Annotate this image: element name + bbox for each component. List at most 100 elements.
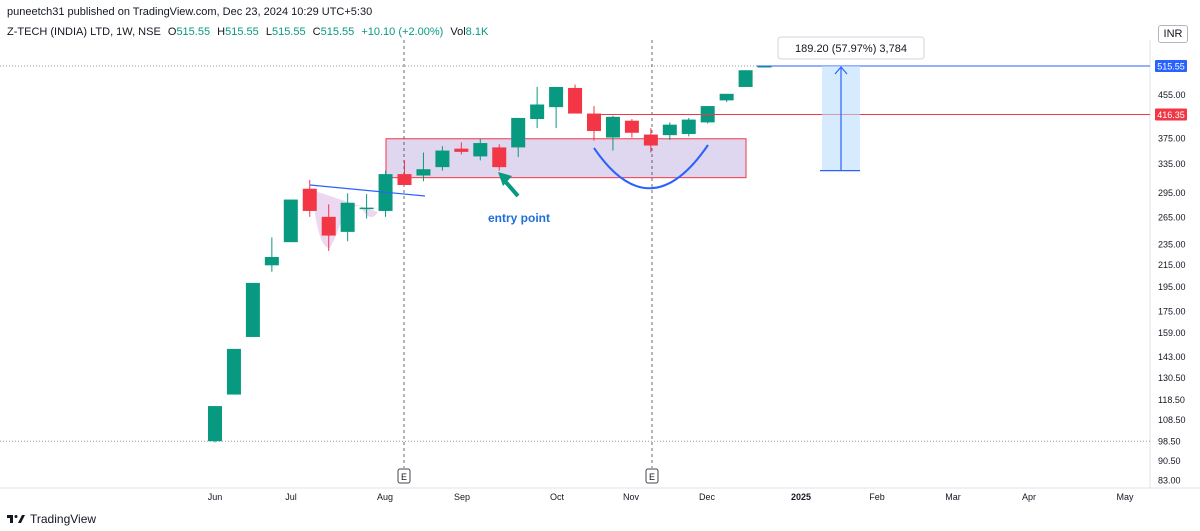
- entry-arrow-shaft: [502, 178, 520, 198]
- y-tick-label: 295.00: [1158, 188, 1186, 198]
- volume-value: 8.1K: [465, 26, 489, 38]
- y-tick-label: 215.00: [1158, 260, 1186, 270]
- earnings-marker-box: [645, 468, 659, 484]
- candle: [530, 86, 545, 129]
- y-tick-label: 455.00: [1158, 90, 1186, 100]
- y-tick-label: 83.00: [1158, 476, 1181, 486]
- candle-body: [624, 120, 639, 133]
- candle: [245, 282, 260, 337]
- candle: [435, 146, 450, 171]
- price-tag-label: 416.35: [1157, 110, 1185, 120]
- publisher-line: puneetch31 published on TradingView.com,…: [7, 6, 373, 18]
- candle-body: [511, 117, 526, 148]
- candle: [643, 128, 658, 153]
- candle-body: [302, 188, 317, 211]
- y-tick-label: 235.00: [1158, 240, 1186, 250]
- candle: [492, 144, 507, 171]
- candle: [454, 142, 469, 155]
- y-tick-label: 108.50: [1158, 415, 1186, 425]
- x-tick-label: Jul: [285, 492, 297, 502]
- candle: [226, 348, 241, 395]
- candle: [340, 193, 355, 242]
- candle: [378, 170, 393, 217]
- candle: [511, 117, 526, 158]
- y-tick-label: 195.00: [1158, 282, 1186, 292]
- high-value: 515.55: [225, 26, 259, 38]
- symbol-title[interactable]: Z-TECH (INDIA) LTD, 1W, NSE: [7, 26, 161, 38]
- candle-body: [264, 256, 279, 266]
- candle-body: [416, 169, 431, 176]
- x-tick-label: Sep: [454, 492, 470, 502]
- y-tick-label: 143.00: [1158, 352, 1186, 362]
- candle: [549, 86, 564, 129]
- candle-body: [587, 113, 601, 132]
- close-value: 515.55: [320, 26, 355, 38]
- price-tag: [1155, 60, 1187, 72]
- x-tick-label: Nov: [623, 492, 640, 502]
- x-tick-label: 2025: [791, 492, 811, 502]
- close-label: C: [312, 26, 321, 38]
- candle-body: [549, 86, 564, 108]
- tradingview-footer: TradingView: [7, 512, 96, 526]
- x-tick-label: Apr: [1022, 492, 1036, 502]
- candle-body: [359, 207, 374, 210]
- candle-body: [738, 70, 753, 87]
- candle-body: [208, 406, 222, 442]
- candle: [662, 122, 677, 140]
- x-tick-label: Jun: [208, 492, 223, 502]
- candle-body: [321, 216, 336, 236]
- candle: [264, 237, 279, 272]
- candle-body: [397, 174, 412, 185]
- candle-body: [283, 199, 298, 243]
- candle-body: [245, 282, 260, 337]
- candle: [397, 160, 412, 185]
- flag-trendline: [309, 184, 426, 197]
- candle: [283, 199, 298, 243]
- x-tick-label: Feb: [869, 492, 885, 502]
- cup-curve: [593, 144, 709, 190]
- candle: [321, 204, 336, 251]
- measure-arrow-head: [834, 66, 848, 75]
- candle-body: [492, 147, 507, 168]
- x-tick-label: Dec: [699, 492, 716, 502]
- ohlc-legend: Z-TECH (INDIA) LTD, 1W, NSE O515.55 H515…: [7, 26, 492, 38]
- candle: [681, 117, 696, 137]
- candle-body: [605, 116, 620, 138]
- candle: [302, 179, 317, 217]
- entry-point-label: entry point: [488, 211, 550, 225]
- low-value: 515.55: [271, 26, 306, 38]
- measure-label-box: [777, 36, 925, 60]
- candle: [719, 93, 734, 102]
- candle: [605, 115, 620, 151]
- entry-arrow-head: [498, 172, 512, 186]
- candle-body: [643, 134, 658, 146]
- candle-body: [454, 148, 469, 152]
- price-tag: [1155, 108, 1187, 121]
- tradingview-logo-icon: [7, 515, 25, 523]
- y-tick-label: 335.00: [1158, 159, 1186, 169]
- currency-button[interactable]: INR: [1158, 25, 1188, 43]
- candle: [359, 194, 374, 219]
- y-tick-label: 130.50: [1158, 373, 1186, 383]
- earnings-marker-label: E: [649, 472, 655, 482]
- candle: [208, 406, 222, 443]
- footer-brand: TradingView: [30, 512, 97, 526]
- y-tick-label: 98.50: [1158, 437, 1181, 447]
- volume-label: Vol: [450, 26, 466, 38]
- candle-body: [719, 93, 734, 101]
- measure-label: 189.20 (57.97%) 3,784: [795, 43, 907, 55]
- candle-body: [435, 150, 450, 168]
- x-tick-label: Mar: [945, 492, 961, 502]
- candle: [473, 138, 488, 161]
- candle-body: [681, 119, 696, 134]
- x-tick-label: Oct: [550, 492, 565, 502]
- candle-body: [226, 348, 241, 395]
- earnings-marker-label: E: [401, 472, 407, 482]
- candle-body: [662, 124, 677, 136]
- candle-body: [568, 87, 583, 114]
- candle-body: [757, 66, 772, 68]
- x-tick-label: Aug: [377, 492, 393, 502]
- y-tick-label: 90.50: [1158, 456, 1181, 466]
- high-label: H: [217, 26, 226, 38]
